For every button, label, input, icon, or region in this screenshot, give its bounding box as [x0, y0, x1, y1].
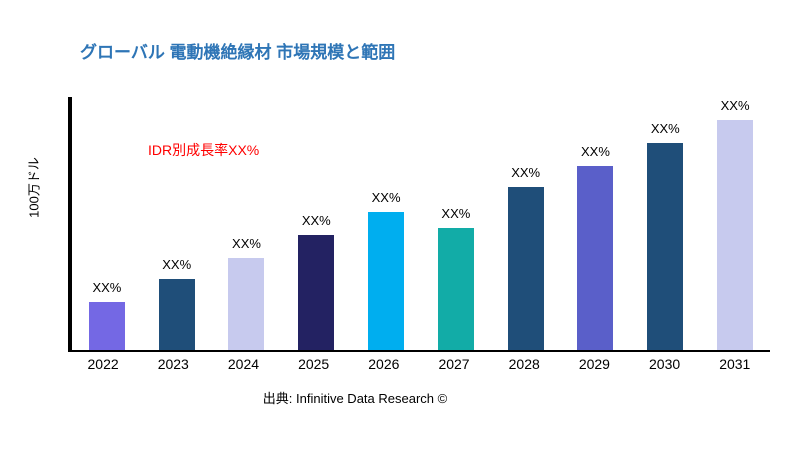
bar: [507, 186, 544, 350]
bar-value-label: XX%: [371, 190, 401, 205]
x-tick-label: 2027: [438, 356, 470, 372]
bar: [228, 258, 265, 350]
bar: [577, 166, 614, 350]
bar-value-label: XX%: [581, 144, 610, 159]
bar-column: XX%: [351, 97, 421, 350]
x-ticks: 2022 2023 2024 2025 2026 2027 2028 2029 2030 2031: [68, 356, 770, 372]
bar-column: XX%: [491, 97, 561, 350]
bar-value-label: XX%: [441, 206, 471, 222]
bar-value-label: XX%: [232, 236, 261, 251]
bar-column: XX%: [281, 97, 351, 350]
bar-column: XX%: [212, 97, 282, 350]
plot-area: XX% XX% XX% XX% XX% XX% XX% XX% XX% XX%: [68, 97, 770, 352]
bar-value-label: XX%: [162, 256, 192, 272]
x-tick-label: 2024: [227, 356, 260, 372]
bar: [647, 143, 684, 350]
bar-column: XX%: [561, 97, 631, 350]
bar: [88, 301, 125, 350]
bar: [368, 212, 405, 350]
y-axis-label: 100万ドル: [26, 157, 42, 218]
bar: [158, 278, 195, 350]
x-tick-label: 2031: [719, 356, 751, 372]
bar: [717, 120, 754, 350]
bar-column: XX%: [72, 97, 142, 350]
bar-column: XX%: [700, 97, 770, 350]
source-caption: 出典: Infinitive Data Research ©: [262, 391, 448, 406]
bar-column: XX%: [142, 97, 212, 350]
x-tick-label: 2023: [157, 356, 189, 372]
x-tick-label: 2029: [578, 356, 610, 372]
x-tick-label: 2026: [368, 356, 400, 372]
bar-column: XX%: [630, 97, 700, 350]
bar-value-label: XX%: [92, 279, 122, 295]
x-tick-label: 2022: [87, 356, 119, 372]
x-tick-label: 2030: [649, 356, 681, 372]
chart-title: グローバル 電動機絶縁材 市場規模と範囲: [80, 43, 396, 62]
bar-value-label: XX%: [720, 98, 750, 113]
x-tick-label: 2025: [298, 356, 330, 372]
bars: XX% XX% XX% XX% XX% XX% XX% XX% XX% XX%: [72, 97, 770, 350]
bar: [437, 228, 474, 350]
bar-column: XX%: [421, 97, 491, 350]
bar-value-label: XX%: [650, 121, 680, 136]
x-tick-label: 2028: [508, 356, 540, 372]
bar-value-label: XX%: [301, 213, 331, 228]
bar-value-label: XX%: [511, 164, 541, 180]
growth-rate-annotation: IDR別成長率XX%: [148, 142, 260, 158]
bar: [298, 235, 335, 350]
